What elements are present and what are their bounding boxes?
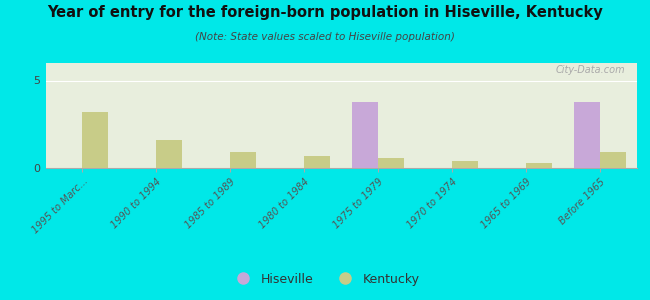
Text: Year of entry for the foreign-born population in Hiseville, Kentucky: Year of entry for the foreign-born popul… [47, 4, 603, 20]
Bar [352, 101, 378, 168]
Bar [378, 158, 404, 168]
Bar [452, 161, 478, 168]
Bar [574, 101, 600, 168]
Bar [230, 152, 256, 168]
Text: (Note: State values scaled to Hiseville population): (Note: State values scaled to Hiseville … [195, 32, 455, 41]
Bar [600, 152, 626, 168]
Bar [304, 156, 330, 168]
Legend: Hiseville, Kentucky: Hiseville, Kentucky [226, 268, 424, 291]
Bar [157, 140, 182, 168]
Bar [83, 112, 109, 168]
Bar [526, 163, 552, 168]
Text: City-Data.com: City-Data.com [556, 65, 625, 75]
